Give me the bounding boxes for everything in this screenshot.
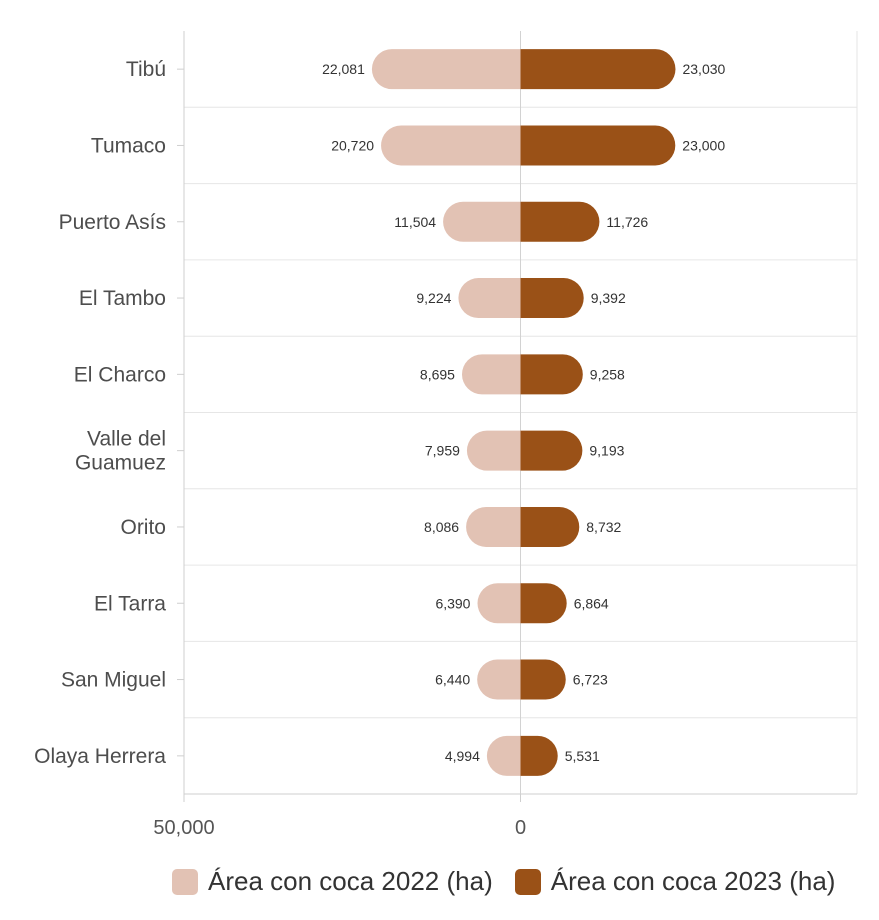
- category-label-orito: Orito: [120, 516, 166, 539]
- bar-2022-tibu[interactable]: [371, 49, 521, 90]
- data-label-2023-tumaco: 23,000: [682, 137, 725, 153]
- category-label-valle-del-guamuez: Valle del Guamuez: [75, 428, 166, 475]
- category-label-san-miguel: San Miguel: [61, 669, 166, 692]
- data-label-2023-el-tambo: 9,392: [591, 290, 626, 306]
- bar-2022-olaya-herrera[interactable]: [486, 735, 521, 776]
- x-tick-label: 50,000: [153, 817, 214, 839]
- data-label-2022-el-tambo: 9,224: [416, 290, 451, 306]
- legend-item-2022[interactable]: Área con coca 2022 (ha): [172, 866, 493, 897]
- bar-2023-el-charco[interactable]: [520, 354, 583, 395]
- legend: Área con coca 2022 (ha) Área con coca 20…: [172, 866, 835, 897]
- bar-2023-orito[interactable]: [520, 506, 580, 547]
- category-label-tibu: Tibú: [126, 58, 166, 81]
- legend-swatch-2022: [172, 868, 198, 895]
- data-label-2022-valle-del-guamuez: 7,959: [425, 443, 460, 459]
- data-label-2022-orito: 8,086: [424, 519, 459, 535]
- bar-2022-el-charco[interactable]: [461, 354, 521, 395]
- bar-2022-el-tambo[interactable]: [458, 278, 521, 319]
- category-label-puerto-asis: Puerto Asís: [59, 211, 166, 234]
- data-label-2023-san-miguel: 6,723: [573, 672, 608, 688]
- data-label-2023-tibu: 23,030: [682, 61, 725, 77]
- legend-label-2023: Área con coca 2023 (ha): [550, 866, 836, 896]
- bar-2022-tumaco[interactable]: [381, 125, 521, 166]
- data-label-2023-olaya-herrera: 5,531: [565, 748, 600, 764]
- bar-2023-olaya-herrera[interactable]: [520, 735, 558, 776]
- bar-2022-puerto-asis[interactable]: [443, 201, 521, 242]
- data-label-2023-el-charco: 9,258: [590, 366, 625, 382]
- bar-2023-valle-del-guamuez[interactable]: [520, 430, 583, 471]
- bar-2023-puerto-asis[interactable]: [520, 201, 600, 242]
- category-label-el-tarra: El Tarra: [94, 592, 166, 615]
- bar-2022-orito[interactable]: [466, 506, 521, 547]
- bar-2023-el-tarra[interactable]: [520, 583, 567, 624]
- x-tick-label: 0: [515, 817, 526, 839]
- category-label-olaya-herrera: Olaya Herrera: [34, 745, 166, 768]
- legend-swatch-2023: [514, 868, 541, 895]
- bar-2023-san-miguel[interactable]: [520, 659, 566, 700]
- data-label-2022-el-tarra: 6,390: [435, 595, 470, 611]
- bar-2022-valle-del-guamuez[interactable]: [466, 430, 521, 471]
- legend-label-2022: Área con coca 2022 (ha): [208, 866, 493, 896]
- data-label-2022-el-charco: 8,695: [420, 366, 455, 382]
- data-label-2022-san-miguel: 6,440: [435, 672, 470, 688]
- data-label-2023-valle-del-guamuez: 9,193: [589, 443, 624, 459]
- bar-2023-tibu[interactable]: [520, 49, 676, 90]
- data-label-2023-puerto-asis: 11,726: [606, 214, 648, 230]
- bar-2022-san-miguel[interactable]: [477, 659, 521, 700]
- bar-2022-el-tarra[interactable]: [477, 583, 521, 624]
- category-label-tumaco: Tumaco: [91, 134, 166, 157]
- data-label-2022-tumaco: 20,720: [331, 137, 374, 153]
- data-label-2023-orito: 8,732: [586, 519, 621, 535]
- legend-item-2023[interactable]: Área con coca 2023 (ha): [514, 866, 836, 897]
- category-label-el-tambo: El Tambo: [79, 287, 166, 310]
- bar-2023-el-tambo[interactable]: [520, 278, 584, 319]
- data-label-2022-tibu: 22,081: [322, 61, 365, 77]
- bar-2023-tumaco[interactable]: [520, 125, 676, 166]
- data-label-2022-olaya-herrera: 4,994: [445, 748, 480, 764]
- data-label-2023-el-tarra: 6,864: [574, 595, 609, 611]
- data-label-2022-puerto-asis: 11,504: [394, 214, 436, 230]
- category-label-el-charco: El Charco: [74, 363, 166, 386]
